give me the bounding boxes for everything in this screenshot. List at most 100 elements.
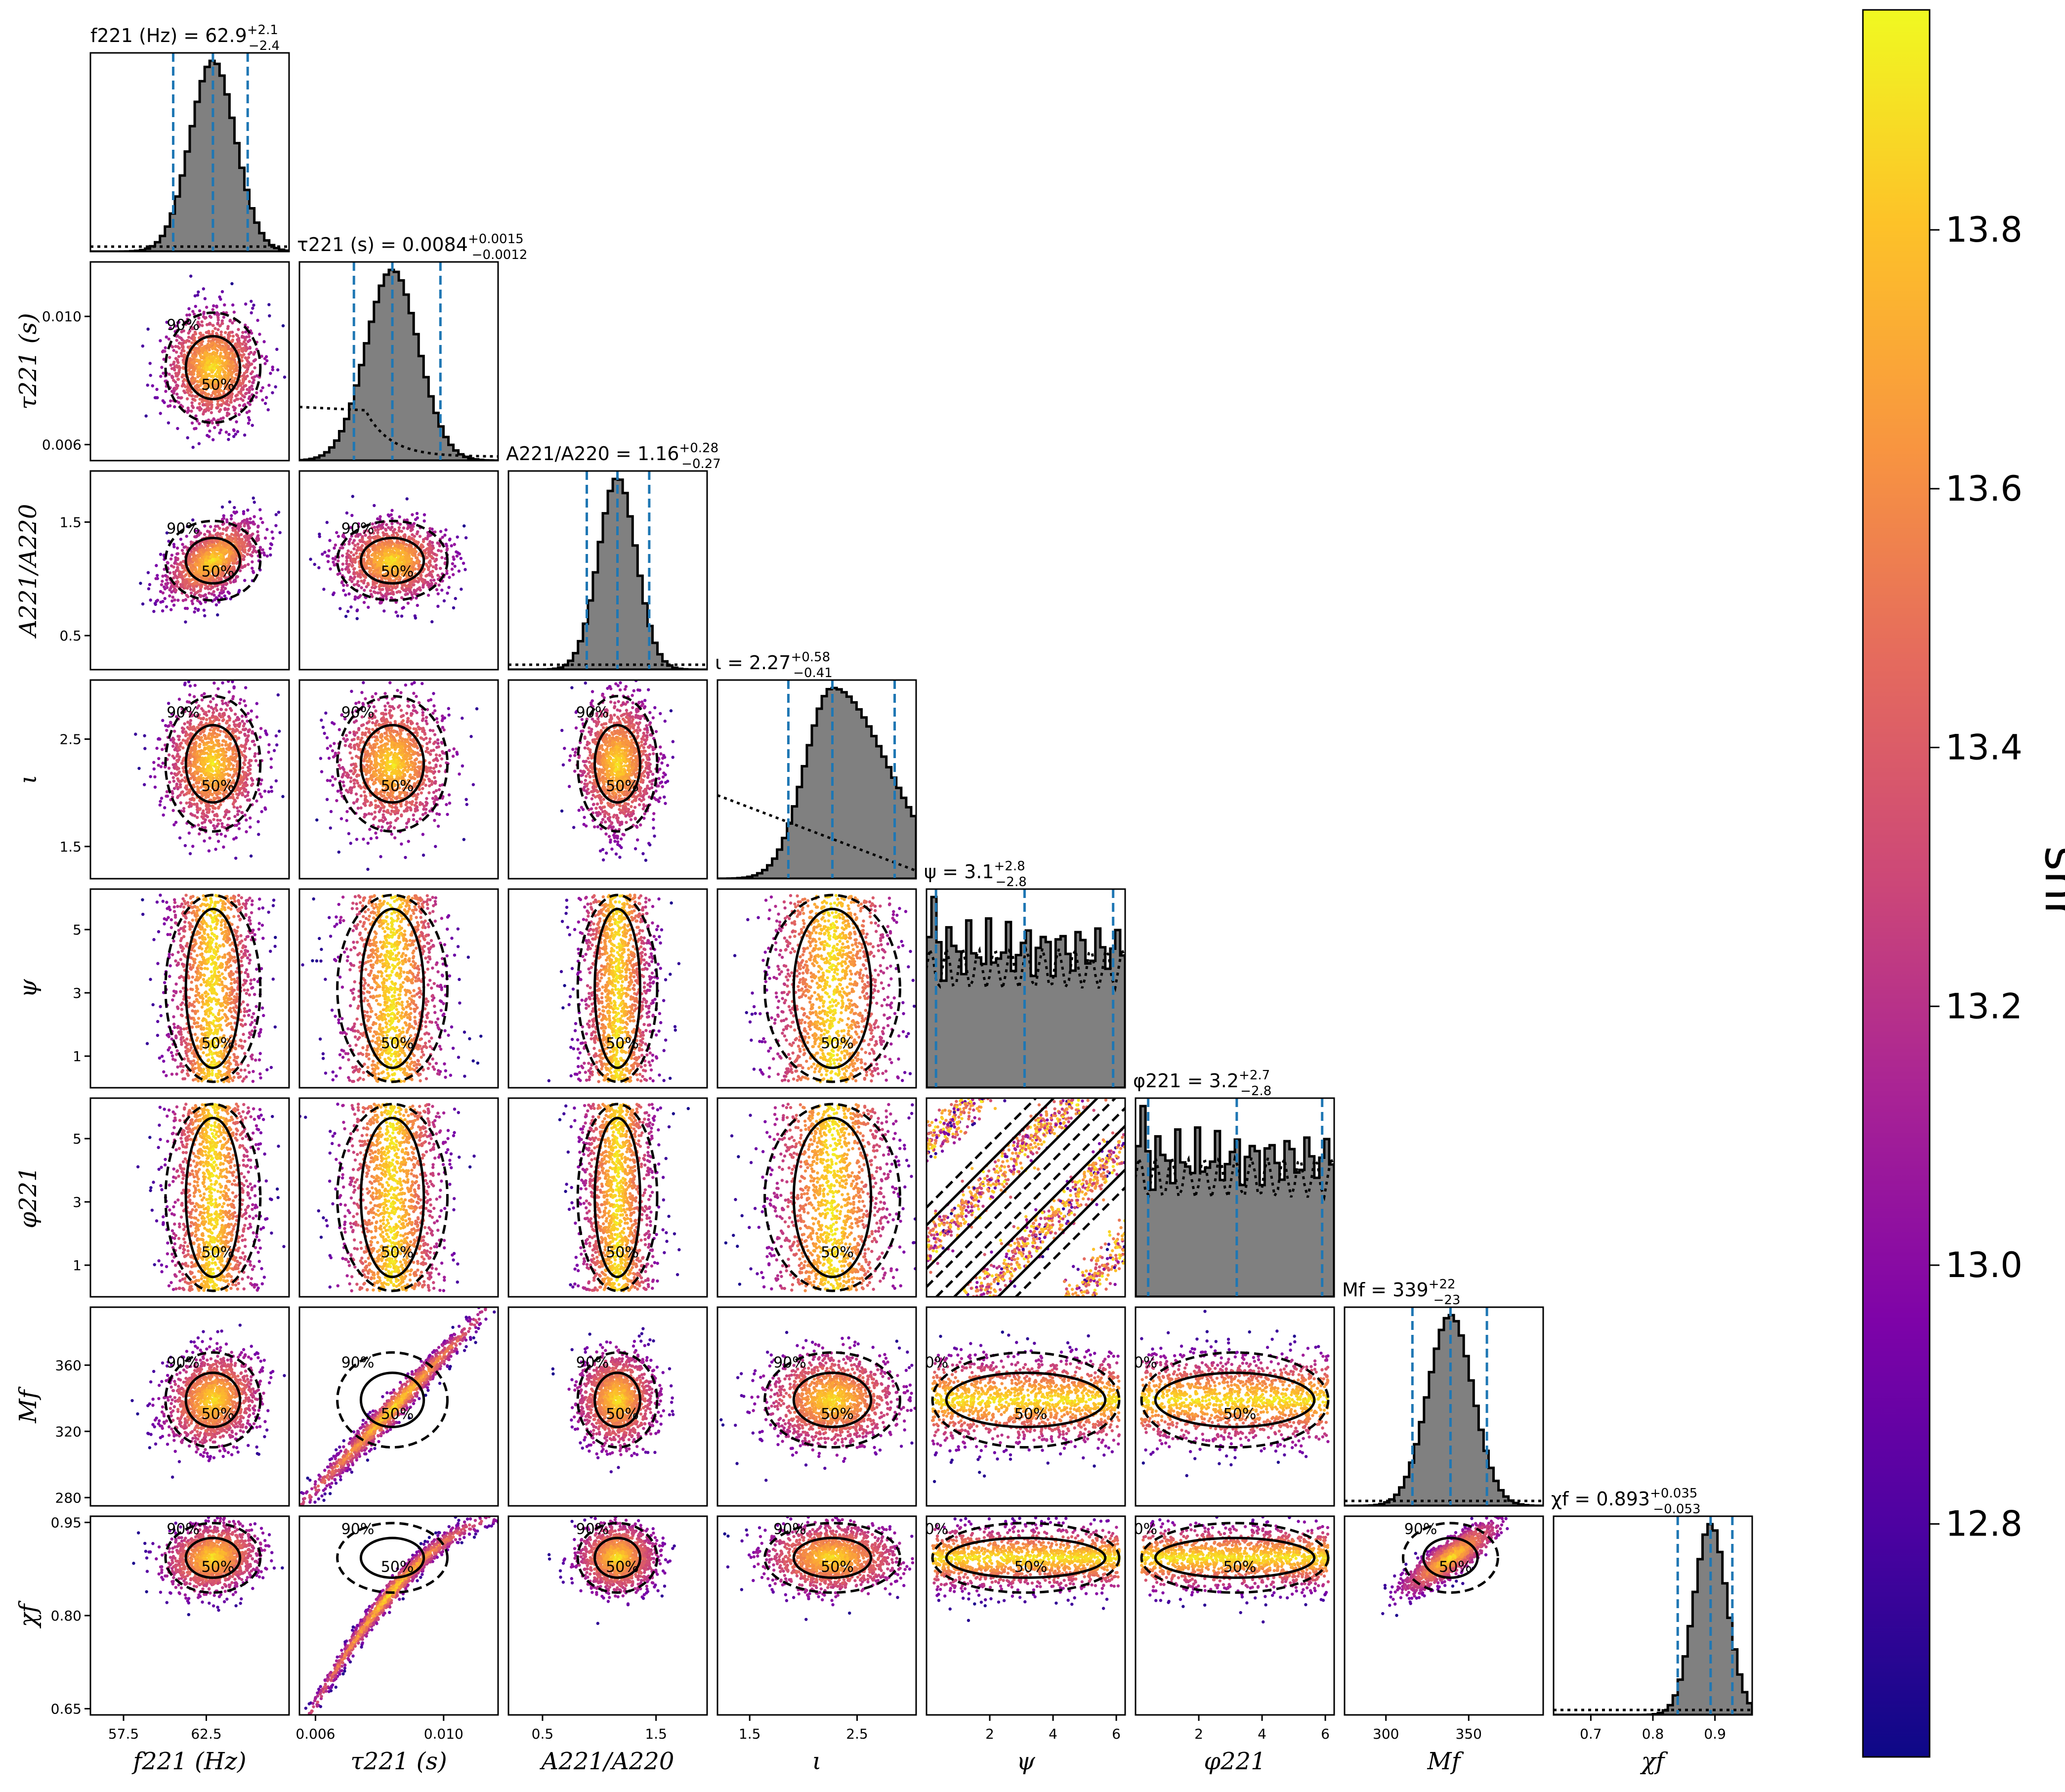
sample-point bbox=[184, 620, 187, 624]
y-axis-label-ratio: A221/A220 bbox=[14, 504, 42, 639]
sample-point bbox=[268, 314, 271, 318]
sample-point bbox=[405, 497, 409, 501]
sample-point bbox=[333, 557, 337, 561]
sample-point bbox=[342, 584, 345, 587]
sample-point bbox=[407, 559, 411, 563]
sample-point bbox=[264, 355, 268, 358]
sample-point bbox=[368, 562, 371, 565]
sample-point bbox=[204, 543, 207, 547]
sample-point bbox=[428, 540, 432, 544]
sample-point bbox=[405, 548, 409, 552]
sample-point bbox=[363, 554, 366, 557]
sample-point bbox=[397, 552, 400, 555]
sample-point bbox=[217, 375, 221, 379]
sample-point bbox=[211, 378, 214, 382]
sample-point bbox=[248, 409, 251, 413]
sample-point bbox=[385, 565, 388, 569]
sample-point bbox=[181, 580, 185, 584]
sample-point bbox=[390, 525, 394, 529]
sample-point bbox=[372, 536, 376, 540]
sample-point bbox=[388, 543, 392, 547]
sample-point bbox=[248, 403, 252, 406]
sample-point bbox=[359, 540, 362, 543]
sample-point bbox=[206, 380, 209, 383]
sample-point bbox=[437, 583, 441, 587]
y-axis-label-tau221: τ221 (s) bbox=[14, 313, 42, 410]
sample-point bbox=[385, 577, 389, 580]
sample-point bbox=[247, 562, 250, 566]
sample-point bbox=[179, 351, 183, 355]
sample-point bbox=[321, 553, 324, 556]
sample-point bbox=[221, 702, 225, 705]
sample-point bbox=[180, 354, 183, 358]
sample-point bbox=[205, 563, 209, 567]
sample-point bbox=[210, 592, 214, 596]
sample-point bbox=[207, 811, 211, 814]
sample-point bbox=[333, 546, 336, 550]
sample-point bbox=[229, 737, 233, 741]
sample-point bbox=[207, 567, 211, 571]
panel-frame bbox=[298, 261, 499, 462]
sample-point bbox=[221, 550, 225, 554]
sample-point bbox=[202, 391, 205, 394]
sample-point bbox=[224, 331, 227, 335]
contour-90 bbox=[164, 311, 262, 424]
sample-point bbox=[190, 341, 194, 344]
sample-point bbox=[218, 545, 222, 549]
sample-point bbox=[188, 561, 192, 564]
sample-point bbox=[430, 620, 434, 624]
sample-point bbox=[213, 379, 217, 382]
sample-point bbox=[241, 519, 244, 523]
sample-point bbox=[340, 568, 344, 571]
sample-point bbox=[247, 549, 251, 553]
sample-point bbox=[177, 355, 181, 358]
sample-point bbox=[272, 749, 276, 752]
sample-point bbox=[373, 560, 376, 563]
sample-point bbox=[149, 374, 152, 377]
panel-frame bbox=[298, 470, 499, 671]
sample-point bbox=[252, 520, 255, 524]
sample-point bbox=[226, 537, 230, 541]
sample-point bbox=[351, 495, 355, 498]
sample-point bbox=[238, 569, 242, 572]
sample-point bbox=[412, 538, 416, 542]
sample-point bbox=[233, 528, 237, 532]
sample-point bbox=[217, 391, 221, 395]
sample-point bbox=[425, 581, 428, 584]
sample-point bbox=[250, 566, 254, 570]
sample-point bbox=[399, 547, 402, 550]
sample-point bbox=[243, 522, 247, 525]
sample-point bbox=[347, 592, 351, 596]
sample-point bbox=[412, 583, 416, 587]
sample-point bbox=[205, 548, 209, 552]
sample-point bbox=[405, 565, 409, 569]
sample-point bbox=[255, 347, 258, 351]
sample-point bbox=[355, 617, 359, 620]
sample-point bbox=[196, 554, 200, 557]
sample-point bbox=[430, 555, 433, 558]
sample-point bbox=[175, 384, 178, 387]
sample-point bbox=[216, 531, 219, 535]
sample-point bbox=[161, 762, 165, 765]
sample-point bbox=[175, 359, 179, 363]
sample-point bbox=[231, 727, 235, 731]
sample-point bbox=[215, 332, 218, 335]
sample-point bbox=[216, 524, 219, 528]
sample-point bbox=[232, 405, 236, 409]
sample-point bbox=[355, 608, 359, 612]
sample-point bbox=[212, 304, 215, 308]
sample-point bbox=[170, 376, 174, 380]
sample-point bbox=[211, 534, 215, 538]
sample-point bbox=[183, 353, 187, 357]
sample-point bbox=[244, 342, 248, 346]
sample-point bbox=[228, 552, 232, 555]
sample-point bbox=[170, 599, 174, 603]
sample-point bbox=[189, 588, 193, 591]
sample-point bbox=[215, 552, 219, 555]
sample-point bbox=[418, 552, 421, 555]
sample-point bbox=[248, 728, 252, 732]
sample-point bbox=[249, 543, 252, 546]
sample-point bbox=[213, 544, 217, 548]
sample-point bbox=[271, 391, 274, 394]
sample-point bbox=[256, 530, 259, 534]
